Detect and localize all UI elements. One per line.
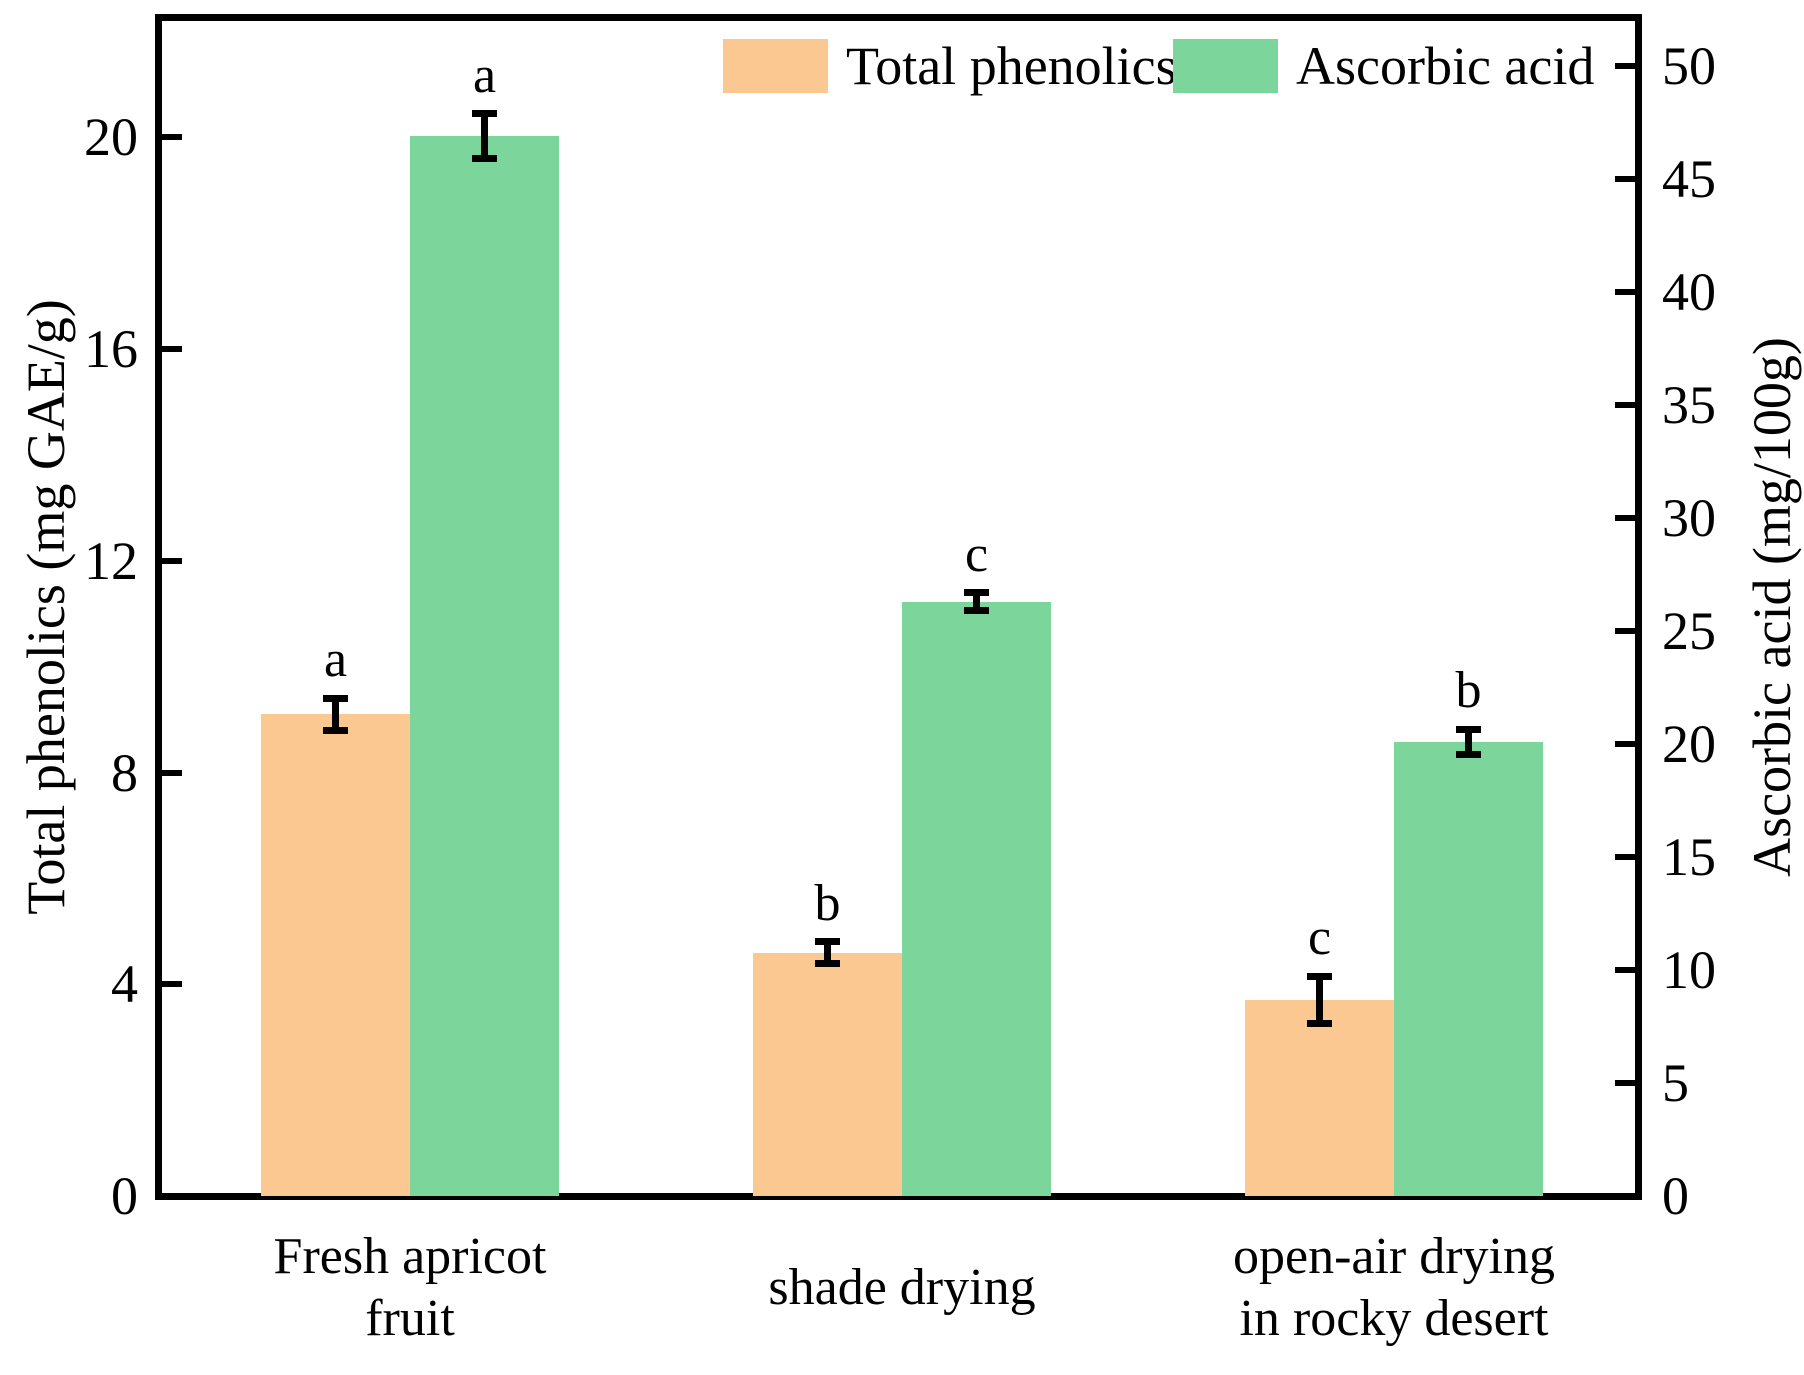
error-bar-line (481, 113, 488, 159)
y-right-tick (1615, 289, 1635, 296)
legend-swatch-ascorbic-acid (1173, 39, 1278, 93)
legend-item-total-phenolics: Total phenolics (723, 39, 1177, 93)
category-label-line: open-air drying (1232, 1228, 1555, 1285)
error-bar-cap-bottom (815, 959, 840, 967)
sig-letter: c (964, 525, 989, 583)
y-right-tick-label: 0 (1662, 1166, 1689, 1226)
error-bar-line (824, 941, 831, 964)
y-right-tick (1615, 1193, 1635, 1199)
y-right-tick-label: 50 (1662, 36, 1716, 97)
y-left-tick-label: 12 (84, 530, 138, 591)
plot-frame (155, 14, 1642, 1200)
bar-total-phenolics-1 (753, 952, 902, 1196)
y-right-tick (1615, 515, 1635, 522)
error-bar-cap-top (1456, 725, 1481, 733)
error-bar-cap-bottom (323, 726, 348, 734)
category-label-line: shade drying (768, 1259, 1036, 1316)
y-right-tick-label: 45 (1662, 149, 1716, 210)
y-right-tick-label: 35 (1662, 375, 1716, 436)
y-right-tick (1615, 854, 1635, 861)
legend-item-ascorbic-acid: Ascorbic acid (1173, 39, 1594, 93)
y-left-tick-label: 8 (111, 742, 138, 803)
y-left-tick-label: 0 (111, 1166, 138, 1226)
legend-label-ascorbic-acid: Ascorbic acid (1296, 36, 1595, 96)
y-right-tick (1615, 63, 1635, 70)
category-label-line: Fresh apricot (273, 1228, 547, 1285)
y-right-tick (1615, 176, 1635, 183)
y-right-tick-label: 30 (1662, 488, 1716, 549)
y-left-tick (162, 557, 182, 564)
error-bar-cap-top (964, 589, 989, 597)
category-label: shade drying (552, 1224, 1252, 1352)
y-right-tick (1615, 628, 1635, 635)
error-bar-cap-bottom (472, 155, 497, 163)
error-bar-cap-bottom (964, 607, 989, 615)
error-bar-line (332, 698, 339, 731)
error-bar-cap-top (323, 694, 348, 702)
category-label: Fresh apricot fruit (60, 1224, 760, 1352)
bar-ascorbic-acid-1 (902, 601, 1051, 1196)
error-bar-cap-top (815, 938, 840, 946)
category-label-line: in rocky desert (1239, 1290, 1549, 1347)
sig-letter: b (1455, 662, 1482, 720)
error-bar-cap-bottom (1307, 1020, 1332, 1028)
bar-ascorbic-acid-2 (1394, 741, 1543, 1196)
bar-total-phenolics-2 (1245, 1000, 1394, 1196)
y-left-tick (162, 134, 182, 141)
category-label: open-air drying in rocky desert (1044, 1224, 1744, 1352)
y-right-tick (1615, 967, 1635, 974)
sig-letter: b (814, 874, 841, 932)
left-axis-title: Total phenolics (mg GAE/g) (16, 299, 76, 915)
y-right-tick (1615, 402, 1635, 409)
y-left-tick (162, 346, 182, 353)
y-right-tick-label: 15 (1662, 827, 1716, 888)
y-left-tick (162, 1193, 182, 1199)
y-right-tick-label: 5 (1662, 1053, 1689, 1114)
sig-letter: a (472, 46, 497, 104)
sig-letter: c (1307, 909, 1332, 967)
error-bar-cap-top (472, 110, 497, 118)
y-left-tick-label: 20 (84, 107, 138, 168)
right-axis-title: Ascorbic acid (mg/100g) (1742, 337, 1802, 877)
error-bar-cap-top (1307, 972, 1332, 980)
y-right-tick-label: 10 (1662, 940, 1716, 1001)
legend-label-total-phenolics: Total phenolics (846, 36, 1177, 96)
y-right-tick (1615, 1080, 1635, 1087)
y-right-tick-label: 40 (1662, 262, 1716, 323)
error-bar-cap-bottom (1456, 750, 1481, 758)
category-label-line: fruit (365, 1290, 455, 1347)
y-left-tick (162, 981, 182, 988)
y-right-tick-label: 25 (1662, 601, 1716, 662)
error-bar-line (1316, 976, 1323, 1024)
y-right-tick (1615, 741, 1635, 748)
bar-ascorbic-acid-0 (410, 136, 559, 1196)
bar-total-phenolics-0 (261, 714, 410, 1196)
y-left-tick (162, 769, 182, 776)
y-left-tick-label: 4 (111, 954, 138, 1015)
y-right-tick-label: 20 (1662, 714, 1716, 775)
legend-swatch-total-phenolics (723, 39, 828, 93)
error-bar-line (1465, 729, 1472, 755)
sig-letter: a (323, 631, 348, 689)
error-bar-line (973, 592, 980, 611)
y-left-tick-label: 16 (84, 319, 138, 380)
